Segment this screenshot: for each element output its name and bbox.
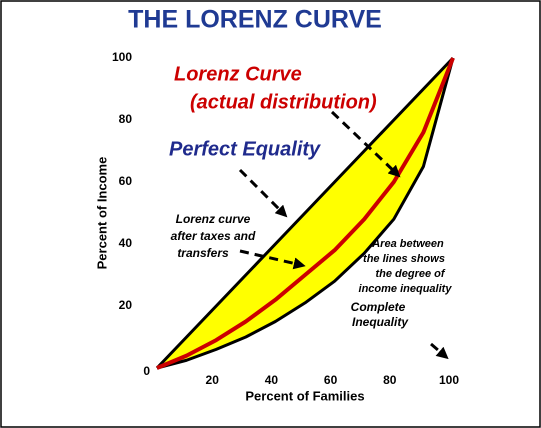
x-tick-label: 60	[324, 373, 338, 387]
annotation: (actual distribution)	[190, 91, 377, 113]
annotation: the degree of	[375, 268, 445, 280]
y-tick-label: 20	[119, 298, 133, 312]
annotation: Perfect Equality	[169, 138, 321, 160]
series-line	[155, 56, 455, 370]
y-tick-label: 40	[119, 236, 133, 250]
annotation: transfers	[177, 246, 229, 260]
annotation: after taxes and	[171, 229, 256, 243]
x-tick-label: 20	[206, 373, 220, 387]
x-tick-label: 100	[439, 373, 459, 387]
chart-title: THE LORENZ CURVE	[128, 6, 382, 34]
arrow	[430, 342, 449, 360]
annotation: income inequality	[359, 283, 453, 295]
annotation: Lorenz curve	[176, 212, 251, 226]
annotation: Inequality	[352, 315, 409, 329]
arrow	[239, 249, 306, 270]
series-line	[156, 57, 455, 370]
y-tick-label: 0	[143, 364, 150, 378]
plot-area	[155, 56, 455, 370]
y-tick-label: 60	[119, 174, 133, 188]
y-tick-label: 100	[112, 50, 132, 64]
x-tick-label: 40	[265, 373, 279, 387]
x-tick-label: 80	[383, 373, 397, 387]
series-line	[156, 57, 455, 370]
annotation: Lorenz Curve	[174, 63, 302, 85]
y-axis-label: Percent of Income	[94, 157, 109, 270]
y-tick-label: 80	[119, 112, 133, 126]
annotation: the lines shows	[363, 253, 445, 265]
arrow	[238, 168, 288, 218]
x-axis-label: Percent of Families	[245, 388, 364, 403]
annotation: Area between	[371, 238, 444, 250]
annotation: Complete	[351, 300, 406, 314]
